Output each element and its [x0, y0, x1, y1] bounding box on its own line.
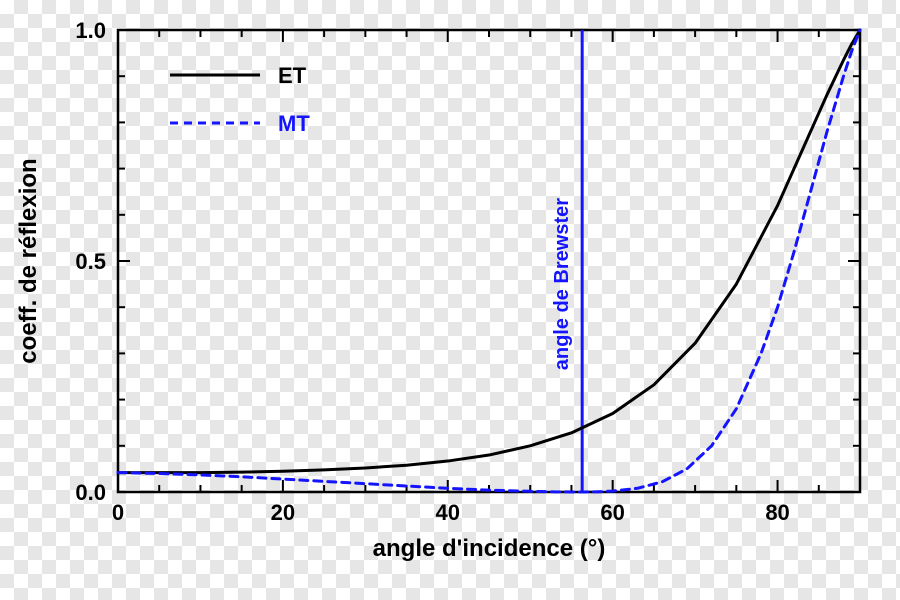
x-axis-label: angle d'incidence (°) [373, 535, 606, 562]
x-tick-label: 20 [271, 500, 295, 525]
series-ET [118, 30, 860, 473]
y-tick-label: 1.0 [75, 18, 106, 43]
legend-label: MT [278, 111, 310, 136]
legend-label: ET [278, 63, 307, 88]
y-axis-label: coeff. de réflexion [15, 158, 42, 363]
y-tick-label: 0.5 [75, 249, 106, 274]
reflection-chart: 0 20 40 60 80 0.0 0.5 1.0 angle d'incidence (°) c… [0, 0, 900, 600]
x-tick-label: 80 [765, 500, 789, 525]
x-tick-label: 60 [600, 500, 624, 525]
x-tick-label: 40 [436, 500, 460, 525]
x-tick-label: 0 [112, 500, 124, 525]
y-tick-label: 0.0 [75, 480, 106, 505]
brewster-label: angle de Brewster [551, 198, 573, 371]
